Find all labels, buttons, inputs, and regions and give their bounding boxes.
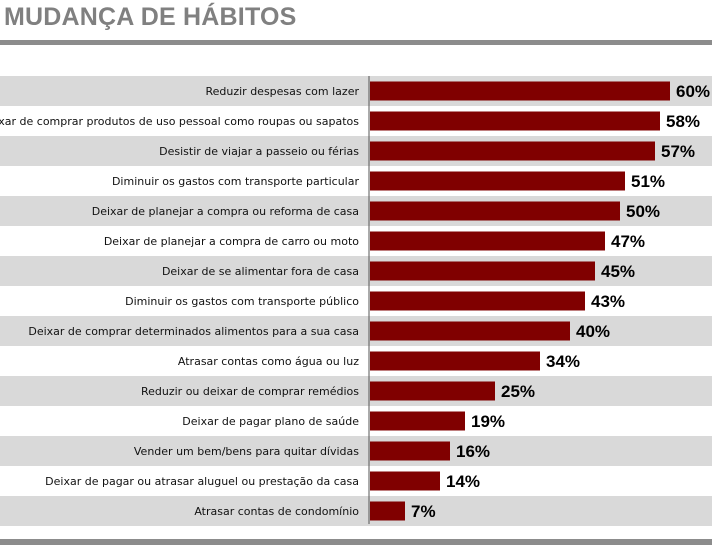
bar-4: [370, 171, 625, 191]
bar-10: [370, 351, 540, 371]
category-label: Deixar de pagar plano de saúde: [182, 415, 359, 428]
bar-11: [370, 381, 495, 401]
row-shade: [0, 496, 712, 526]
category-label: Desistir de viajar a passeio ou férias: [159, 145, 359, 158]
row-shading: [0, 76, 712, 526]
bar-7: [370, 261, 595, 281]
category-label: Deixar de planejar a compra ou reforma d…: [92, 205, 359, 218]
value-label: 45%: [601, 262, 635, 281]
bar-15: [370, 501, 405, 521]
category-label: Deixar de comprar determinados alimentos…: [28, 325, 359, 338]
category-label: Deixar de comprar produtos de uso pessoa…: [0, 115, 359, 128]
value-label: 19%: [471, 412, 505, 431]
value-label: 47%: [611, 232, 645, 251]
bar-8: [370, 291, 585, 311]
value-label: 14%: [446, 472, 480, 491]
category-label: Atrasar contas de condomínio: [194, 505, 359, 518]
value-label: 7%: [411, 502, 436, 521]
row-shade: [0, 436, 712, 466]
title-underline: [0, 40, 712, 45]
value-label: 34%: [546, 352, 580, 371]
page-title: MUDANÇA DE HÁBITOS: [4, 3, 297, 31]
bar-14: [370, 471, 440, 491]
value-labels: 60% 58% 57% 51% 50% 47% 45% 43% 40% 34% 25% 19% 16% 1…: [411, 82, 710, 521]
value-label: 40%: [576, 322, 610, 341]
category-label: Deixar de se alimentar fora de casa: [162, 265, 359, 278]
category-label: Diminuir os gastos com transporte públic…: [125, 295, 359, 308]
value-label: 51%: [631, 172, 665, 191]
category-label: Reduzir ou deixar de comprar remédios: [141, 385, 359, 398]
bar-1: [370, 81, 670, 101]
category-label: Reduzir despesas com lazer: [205, 85, 359, 98]
value-label: 58%: [666, 112, 700, 131]
category-label: Diminuir os gastos com transporte partic…: [112, 175, 360, 188]
bar-2: [370, 111, 660, 131]
bar-12: [370, 411, 465, 431]
category-label: Deixar de pagar ou atrasar aluguel ou pr…: [45, 475, 359, 488]
value-label: 57%: [661, 142, 695, 161]
bar-3: [370, 141, 655, 161]
value-label: 43%: [591, 292, 625, 311]
bar-6: [370, 231, 605, 251]
category-label: Atrasar contas como água ou luz: [178, 355, 359, 368]
value-label: 50%: [626, 202, 660, 221]
category-label: Vender um bem/bens para quitar dívidas: [134, 445, 359, 458]
bars: [370, 81, 670, 521]
row-shade: [0, 316, 712, 346]
bar-13: [370, 441, 450, 461]
category-label: Deixar de planejar a compra de carro ou …: [104, 235, 359, 248]
value-label: 60%: [676, 82, 710, 101]
row-shade: [0, 376, 712, 406]
value-label: 25%: [501, 382, 535, 401]
category-labels: Reduzir despesas com lazer Deixar de comp…: [0, 85, 359, 518]
bar-5: [370, 201, 620, 221]
value-label: 16%: [456, 442, 490, 461]
bottom-rule: [0, 539, 712, 545]
bar-9: [370, 321, 570, 341]
